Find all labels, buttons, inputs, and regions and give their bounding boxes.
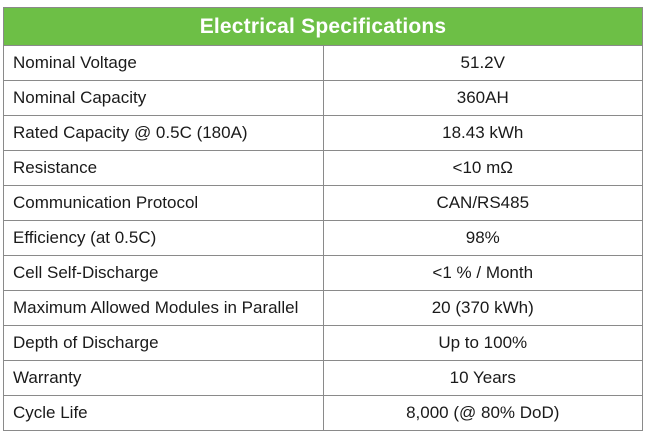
spec-label-nominal-capacity: Nominal Capacity [3,80,324,116]
spec-value-max-modules-parallel: 20 (370 kWh) [322,290,643,326]
spec-label-efficiency: Efficiency (at 0.5C) [3,220,324,256]
electrical-specifications-table: Electrical Specifications Nominal Voltag… [3,7,643,431]
spec-label-cycle-life: Cycle Life [3,395,324,431]
spec-label-depth-of-discharge: Depth of Discharge [3,325,324,361]
table-row: Nominal Capacity 360AH [3,80,643,116]
spec-value-nominal-capacity: 360AH [322,80,643,116]
spec-label-resistance: Resistance [3,150,324,186]
spec-value-nominal-voltage: 51.2V [322,45,643,81]
table-row: Maximum Allowed Modules in Parallel 20 (… [3,290,643,326]
table-row: Resistance <10 mΩ [3,150,643,186]
spec-value-rated-capacity: 18.43 kWh [322,115,643,151]
spec-value-depth-of-discharge: Up to 100% [322,325,643,361]
table-row: Nominal Voltage 51.2V [3,45,643,81]
table-row: Communication Protocol CAN/RS485 [3,185,643,221]
table-row: Depth of Discharge Up to 100% [3,325,643,361]
spec-value-cycle-life: 8,000 (@ 80% DoD) [322,395,643,431]
table-row: Warranty 10 Years [3,360,643,396]
spec-label-rated-capacity: Rated Capacity @ 0.5C (180A) [3,115,324,151]
spec-value-resistance: <10 mΩ [322,150,643,186]
spec-value-efficiency: 98% [322,220,643,256]
table-header-row: Electrical Specifications [3,7,643,46]
spec-label-nominal-voltage: Nominal Voltage [3,45,324,81]
table-title: Electrical Specifications [3,7,643,46]
spec-value-cell-self-discharge: <1 % / Month [322,255,643,291]
spec-value-communication-protocol: CAN/RS485 [322,185,643,221]
table-row: Efficiency (at 0.5C) 98% [3,220,643,256]
spec-label-communication-protocol: Communication Protocol [3,185,324,221]
table-row: Rated Capacity @ 0.5C (180A) 18.43 kWh [3,115,643,151]
spec-label-cell-self-discharge: Cell Self-Discharge [3,255,324,291]
spec-label-warranty: Warranty [3,360,324,396]
table-row: Cycle Life 8,000 (@ 80% DoD) [3,395,643,431]
spec-label-max-modules-parallel: Maximum Allowed Modules in Parallel [3,290,324,326]
spec-value-warranty: 10 Years [322,360,643,396]
table-row: Cell Self-Discharge <1 % / Month [3,255,643,291]
